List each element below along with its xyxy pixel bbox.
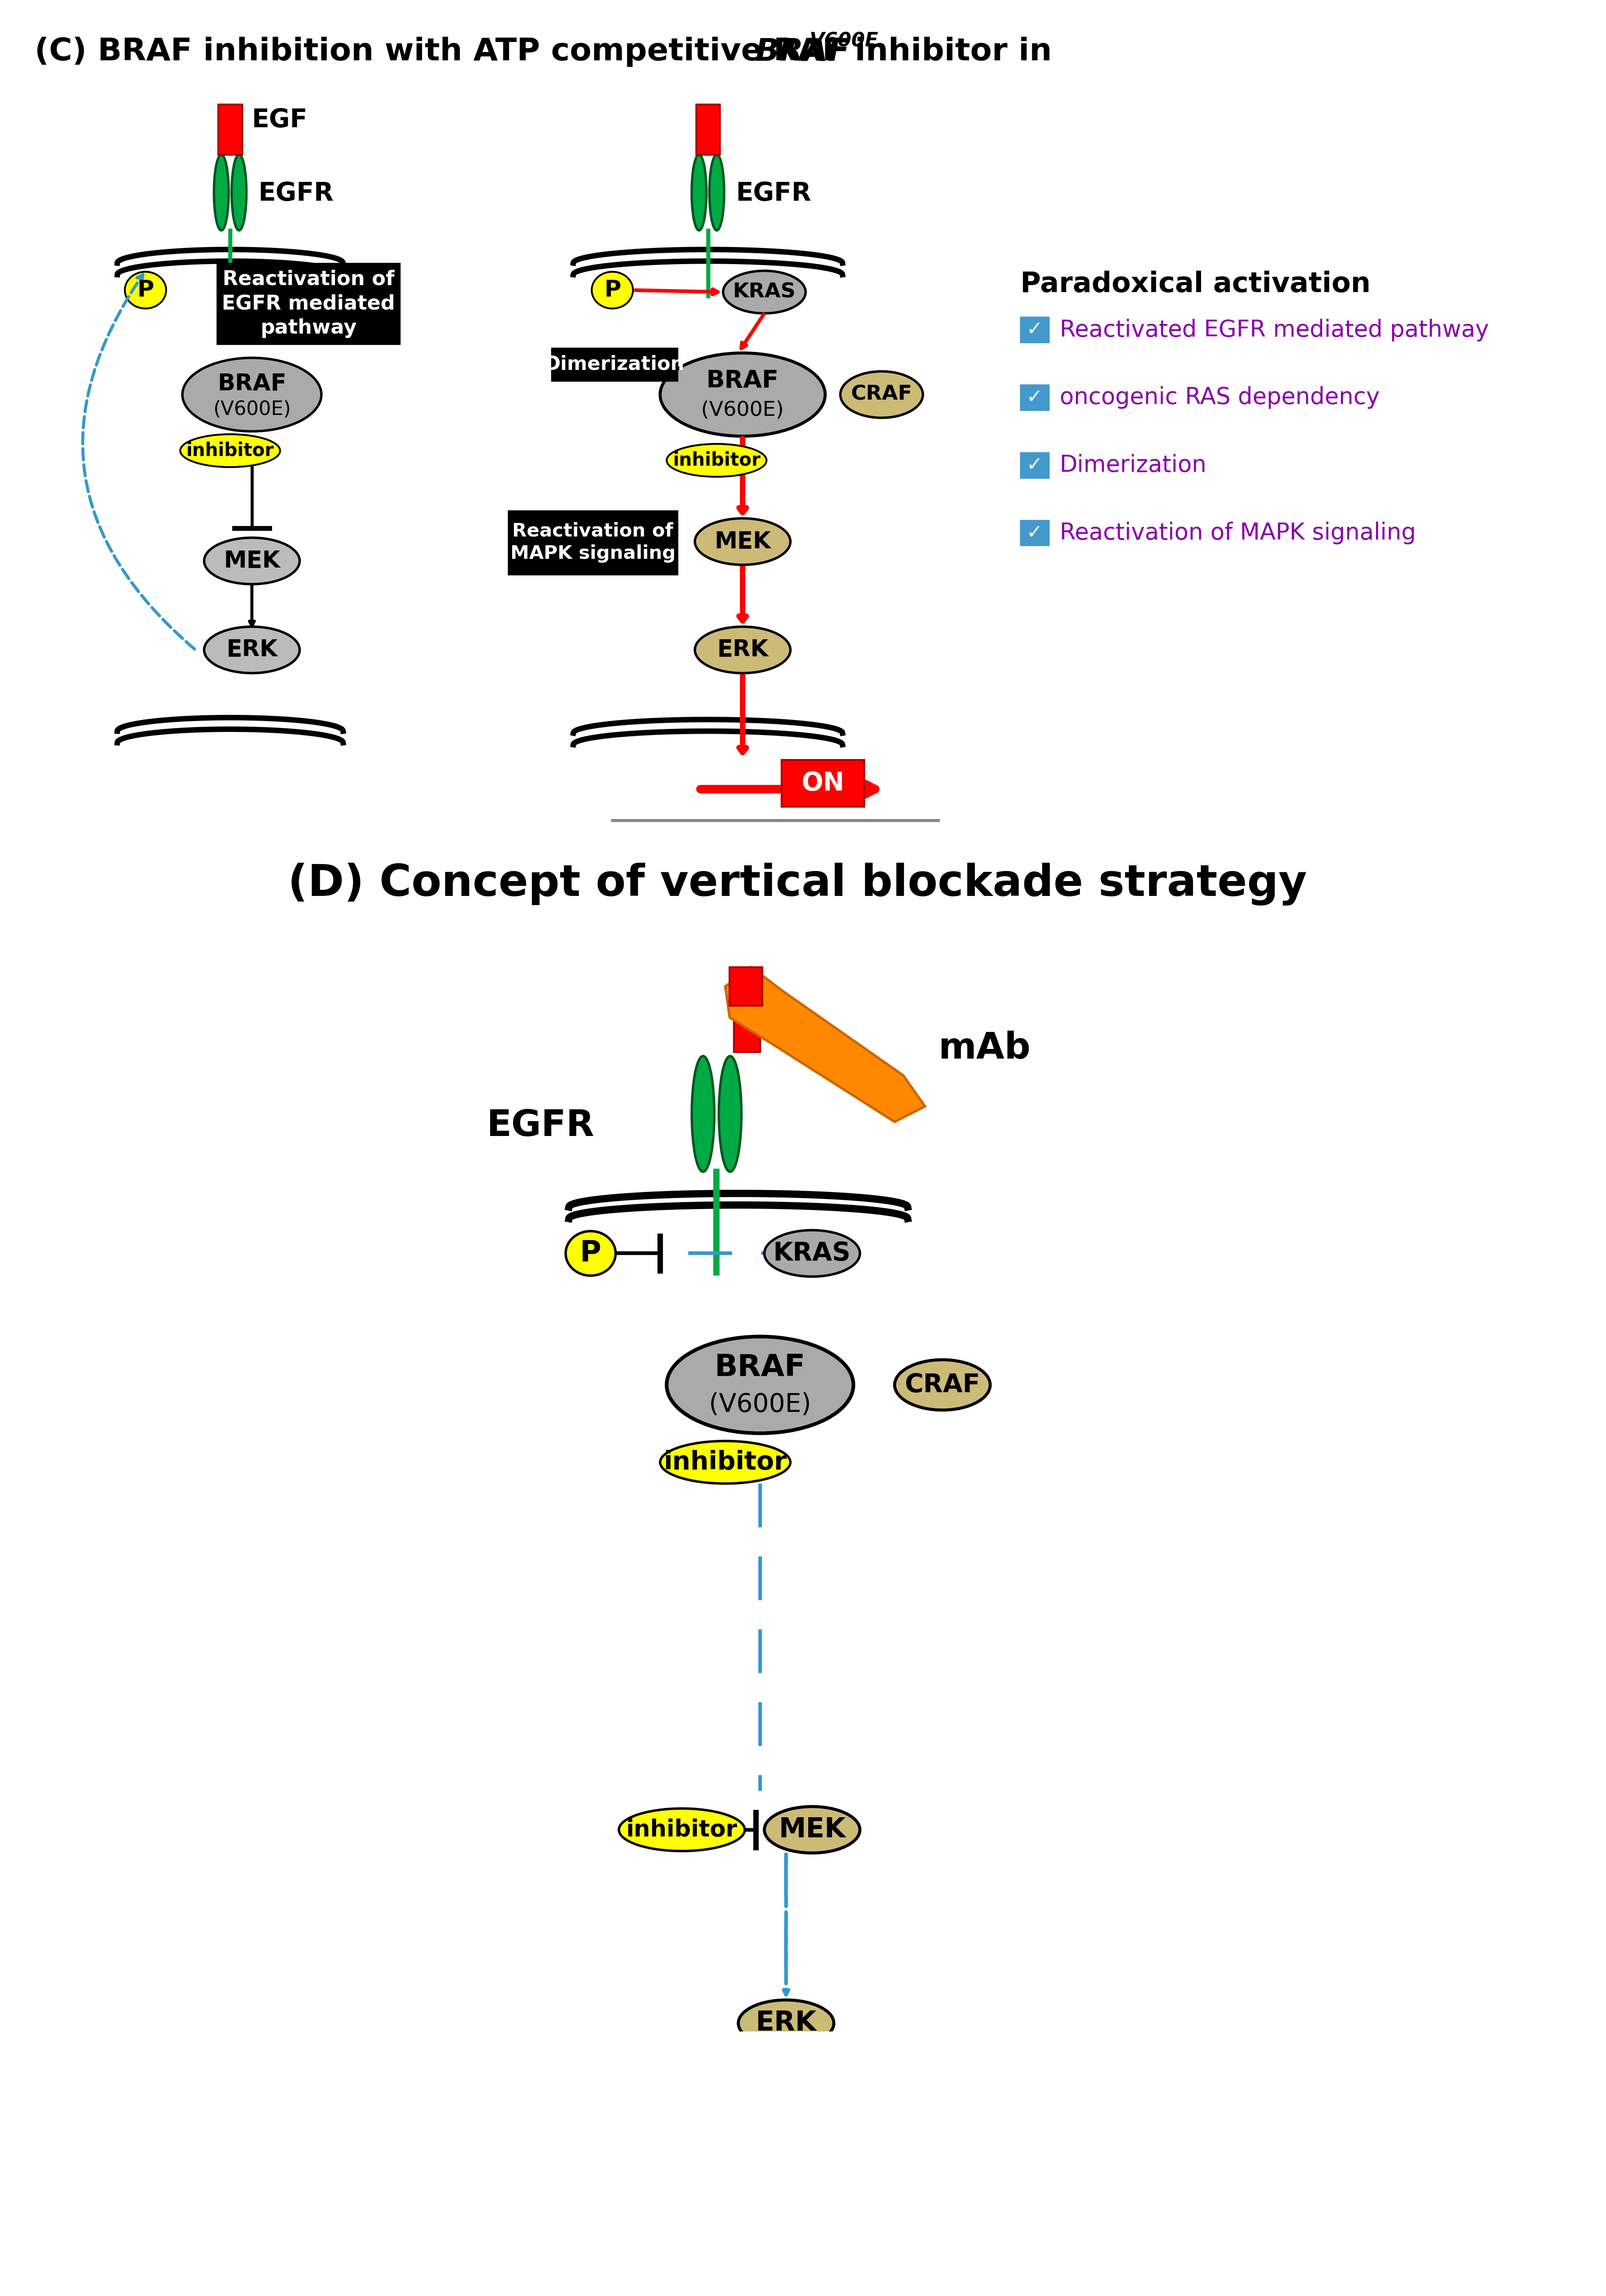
Bar (507, 510, 678, 574)
Text: (D) Concept of vertical blockade strategy: (D) Concept of vertical blockade strateg… (287, 863, 1307, 905)
Text: Reactivated EGFR mediated pathway: Reactivated EGFR mediated pathway (1060, 319, 1489, 342)
Ellipse shape (660, 354, 825, 436)
Text: mAb: mAb (938, 1031, 1029, 1065)
Text: ERK: ERK (755, 2009, 816, 2037)
Bar (217, 264, 400, 344)
Text: ON: ON (801, 771, 845, 797)
Text: ✓: ✓ (1026, 319, 1042, 340)
Ellipse shape (739, 2000, 834, 2046)
Text: inhibitor: inhibitor (626, 1818, 737, 1841)
Text: MEK: MEK (779, 1816, 845, 1844)
Ellipse shape (764, 1807, 859, 1853)
Ellipse shape (204, 537, 300, 583)
Ellipse shape (666, 1336, 853, 1433)
Ellipse shape (718, 1056, 742, 1171)
Text: (C) BRAF inhibition with ATP competitive RAF inhibitor in: (C) BRAF inhibition with ATP competitive… (35, 37, 1063, 67)
Bar (782, 760, 864, 806)
Ellipse shape (895, 1359, 989, 1410)
Ellipse shape (231, 154, 246, 230)
Text: KRAS: KRAS (772, 1240, 851, 1265)
Text: ✓: ✓ (1026, 523, 1042, 542)
Text: BRAF: BRAF (715, 1352, 805, 1382)
Text: Reactivation of
EGFR mediated
pathway: Reactivation of EGFR mediated pathway (222, 269, 395, 338)
Text: V600E: V600E (809, 32, 878, 51)
Ellipse shape (660, 1442, 790, 1483)
Ellipse shape (840, 372, 922, 418)
Text: EGFR: EGFR (487, 1109, 594, 1143)
Text: EGFR: EGFR (736, 181, 811, 207)
Ellipse shape (204, 627, 300, 673)
Bar (729, 967, 761, 1006)
Ellipse shape (214, 154, 228, 230)
Ellipse shape (695, 519, 790, 565)
Ellipse shape (710, 154, 724, 230)
Text: CRAF: CRAF (851, 386, 912, 404)
Text: BRAF: BRAF (217, 372, 286, 395)
Ellipse shape (692, 154, 707, 230)
Text: P: P (137, 278, 154, 301)
Bar (715, 2285, 858, 2296)
Text: CRAF: CRAF (904, 1373, 980, 1398)
Bar (1020, 452, 1049, 478)
Bar (734, 999, 760, 1052)
Text: ✓: ✓ (1026, 455, 1042, 475)
Text: Dimerization: Dimerization (544, 356, 684, 374)
Text: oncogenic RAS dependency: oncogenic RAS dependency (1060, 386, 1380, 409)
Text: Dimerization: Dimerization (1060, 455, 1206, 478)
Text: Paradoxical activation: Paradoxical activation (1020, 271, 1370, 298)
Text: (V600E): (V600E) (708, 1391, 811, 1417)
Text: inhibitor: inhibitor (186, 441, 275, 459)
Text: EGF: EGF (252, 108, 308, 133)
Text: ERK: ERK (716, 638, 768, 661)
Bar (1020, 317, 1049, 342)
Ellipse shape (764, 1231, 859, 1277)
Text: Reactivation of MAPK signaling: Reactivation of MAPK signaling (1060, 521, 1415, 544)
Ellipse shape (591, 271, 633, 308)
Ellipse shape (692, 1056, 715, 1171)
Ellipse shape (618, 1809, 745, 1851)
Ellipse shape (125, 271, 165, 308)
Text: MEK: MEK (715, 530, 771, 553)
Text: P: P (580, 1240, 601, 1267)
Text: EGFR: EGFR (259, 181, 334, 207)
Text: P: P (604, 278, 620, 301)
Text: KRAS: KRAS (732, 282, 795, 301)
Text: ERK: ERK (226, 638, 278, 661)
Bar (218, 103, 243, 154)
Text: (V600E): (V600E) (702, 400, 784, 420)
Text: BRAF: BRAF (707, 370, 779, 393)
Bar (695, 103, 719, 154)
Bar (1020, 521, 1049, 546)
Ellipse shape (180, 434, 279, 466)
Ellipse shape (695, 627, 790, 673)
Text: (V600E): (V600E) (214, 400, 291, 418)
Text: Reactivation of
MAPK signaling: Reactivation of MAPK signaling (511, 521, 675, 563)
Ellipse shape (183, 358, 321, 432)
Ellipse shape (723, 271, 805, 312)
Bar (1020, 386, 1049, 411)
Bar (551, 349, 678, 381)
Polygon shape (724, 967, 925, 1123)
Text: inhibitor: inhibitor (663, 1449, 787, 1474)
Text: MEK: MEK (223, 549, 279, 572)
Text: ✓: ✓ (1026, 388, 1042, 406)
Text: inhibitor: inhibitor (673, 450, 760, 468)
Ellipse shape (565, 1231, 615, 1277)
Text: BRAF: BRAF (755, 37, 850, 67)
Ellipse shape (666, 443, 766, 478)
